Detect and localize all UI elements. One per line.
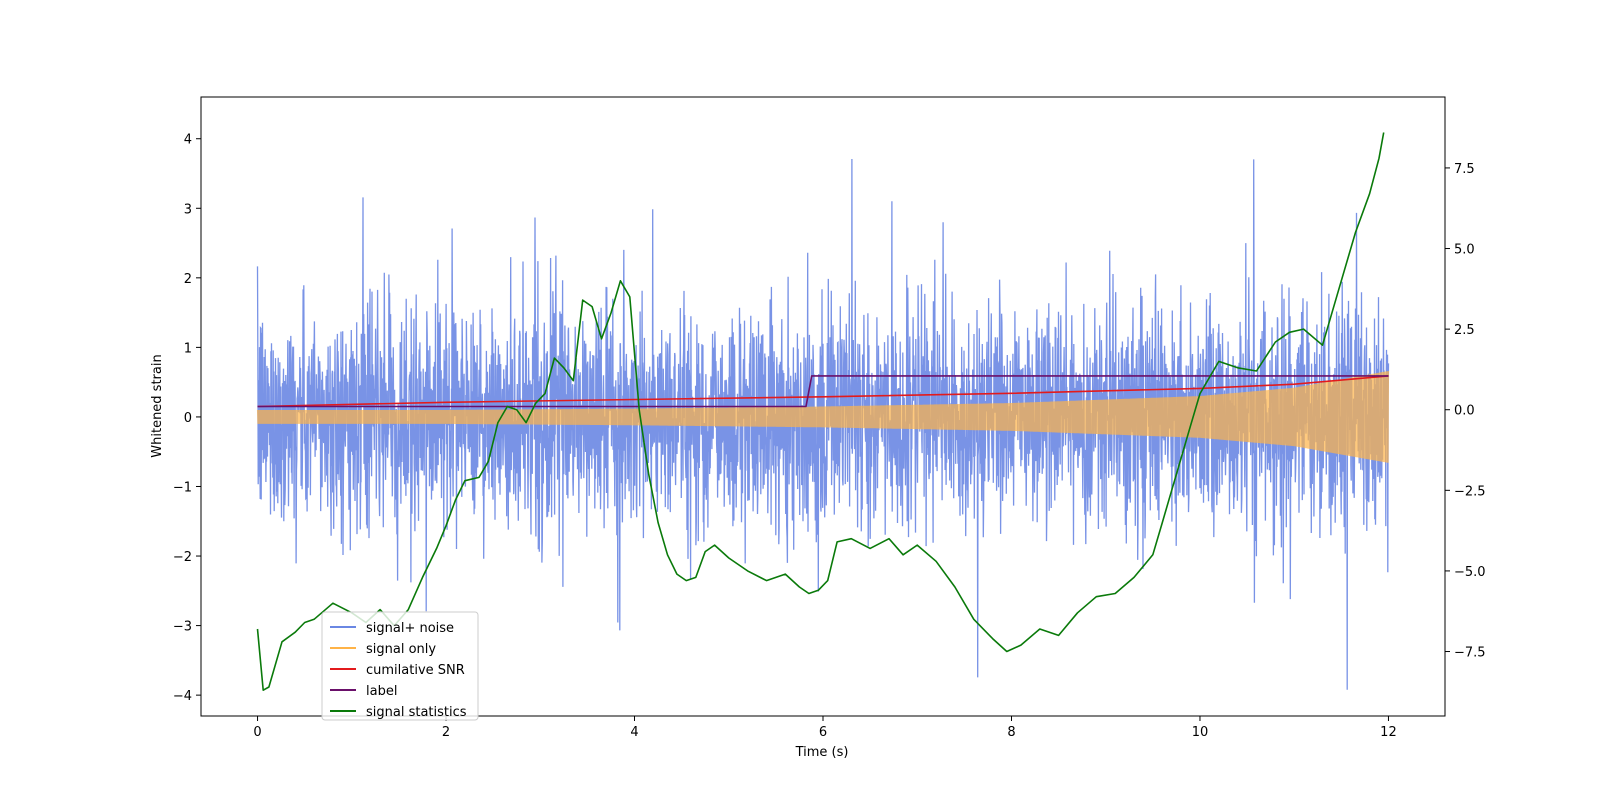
legend-box: [321, 611, 479, 721]
series-layer: [256, 132, 1390, 691]
series-signal-statistics: [256, 132, 1385, 691]
y-left-tick-label: −2: [173, 550, 192, 565]
y-axis-left: −4 −3 −2 −1 0 1 2 3 4: [173, 133, 201, 704]
y-right-tick-label: 2.5: [1454, 323, 1475, 338]
y-right-tick-label: 5.0: [1454, 243, 1475, 258]
legend-entry: signal only: [366, 642, 436, 657]
y-right-tick-label: 7.5: [1454, 162, 1475, 177]
y-right-tick-label: −2.5: [1454, 484, 1486, 499]
series-label: [257, 375, 1389, 408]
x-axis: 0 2 4 6 8 10 12: [253, 716, 1397, 740]
y-left-tick-label: −1: [173, 480, 192, 495]
series-cumilative-snr: [257, 375, 1389, 408]
y-right-tick-label: 0.0: [1454, 404, 1475, 419]
y-left-tick-label: 3: [184, 202, 192, 217]
y-left-tick-label: −4: [173, 689, 192, 704]
y-left-tick-label: 0: [184, 411, 192, 426]
y-left-tick-label: 2: [184, 272, 192, 287]
x-tick-label: 10: [1192, 725, 1209, 740]
x-tick-label: 6: [819, 725, 827, 740]
y-right-tick-label: −7.5: [1454, 646, 1486, 661]
y-axis-left-label: Whitened strain: [150, 354, 165, 457]
y-left-tick-label: 4: [184, 133, 192, 148]
x-tick-label: 12: [1380, 725, 1397, 740]
y-axis-right: −7.5 −5.0 −2.5 0.0 2.5 5.0 7.5: [1445, 162, 1486, 661]
y-left-tick-label: 1: [184, 341, 192, 356]
legend-entry: signal statistics: [366, 705, 467, 720]
legend-entry: cumilative SNR: [366, 663, 465, 678]
legend-entry: signal+ noise: [366, 621, 454, 636]
x-tick-label: 2: [442, 725, 450, 740]
legend-entry: label: [366, 684, 397, 699]
y-right-tick-label: −5.0: [1454, 565, 1486, 580]
legend: signal+ noise signal only cumilative SNR la…: [321, 611, 479, 721]
x-tick-label: 8: [1007, 725, 1015, 740]
x-axis-label: Time (s): [795, 745, 849, 760]
x-tick-label: 4: [630, 725, 638, 740]
x-tick-label: 0: [253, 725, 261, 740]
y-left-tick-label: −3: [173, 620, 192, 635]
series-signal-noise: [256, 158, 1390, 690]
